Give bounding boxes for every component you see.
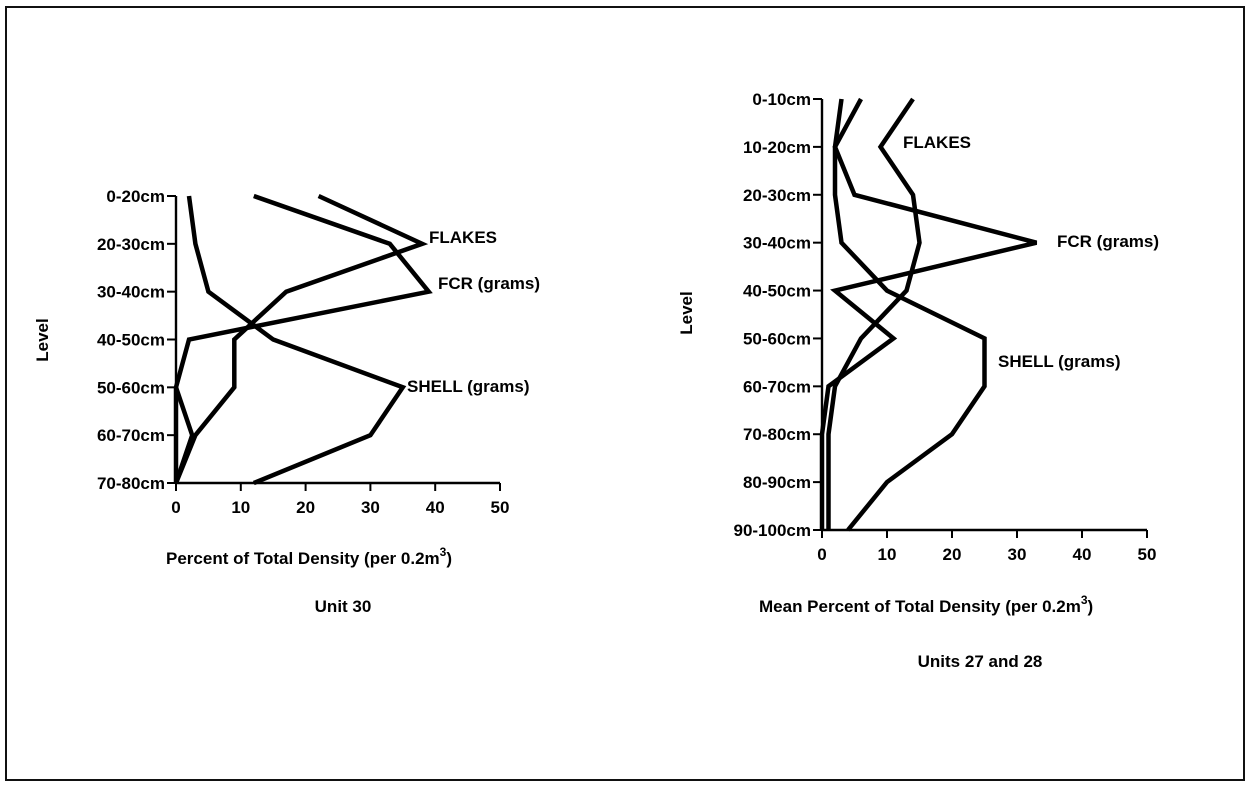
x-axis-label-end: ) xyxy=(1088,597,1094,616)
series-label-flakes: FLAKES xyxy=(903,133,971,152)
x-axis-label-superscript: 3 xyxy=(1081,593,1088,607)
y-tick-label: 50-60cm xyxy=(743,329,811,348)
series-lines xyxy=(173,193,433,486)
y-ticks: 0-20cm 20-30cm 30-40cm 40-50cm 50-60cm 60-70c… xyxy=(97,187,176,493)
x-axis-label-main: Mean Percent of Total Density (per 0.2m xyxy=(759,597,1081,616)
series-line-flakes xyxy=(826,97,922,530)
x-axis-label-end: ) xyxy=(446,549,452,568)
y-axis-label: Level xyxy=(677,291,696,334)
series-label-shell: SHELL (grams) xyxy=(998,352,1121,371)
y-tick-label: 20-30cm xyxy=(97,235,165,254)
x-tick-label: 0 xyxy=(171,498,180,517)
series-line-shell-grams xyxy=(832,98,987,532)
y-tick-label: 30-40cm xyxy=(743,234,811,253)
x-axis-label: Percent of Total Density (per 0.2m3) xyxy=(166,545,452,568)
chart-units-27-28: 0-10cm 10-20cm 20-30cm 30-40cm 40-50cm 50-60c… xyxy=(677,90,1159,671)
y-tick-label: 50-60cm xyxy=(97,378,165,397)
x-tick-label: 50 xyxy=(491,498,510,517)
y-tick-label: 20-30cm xyxy=(743,186,811,205)
chart-unit-30: 0-20cm 20-30cm 30-40cm 40-50cm 50-60cm 60-70c… xyxy=(33,187,540,616)
y-tick-label: 40-50cm xyxy=(97,331,165,350)
y-tick-label: 60-70cm xyxy=(97,426,165,445)
x-tick-label: 30 xyxy=(1008,545,1027,564)
y-tick-label: 60-70cm xyxy=(743,377,811,396)
series-label-fcr: FCR (grams) xyxy=(1057,232,1159,251)
series-line-unlabeled xyxy=(173,386,195,484)
x-tick-label: 40 xyxy=(426,498,445,517)
series-label-flakes: FLAKES xyxy=(429,228,497,247)
x-axis-label: Mean Percent of Total Density (per 0.2m3… xyxy=(759,593,1093,616)
y-tick-label: 0-10cm xyxy=(752,90,811,109)
series-line-flakes xyxy=(173,193,429,484)
y-axis-label: Level xyxy=(33,318,52,361)
series-line-fcr-grams xyxy=(173,193,433,483)
y-tick-label: 10-20cm xyxy=(743,138,811,157)
x-ticks: 0 10 20 30 40 50 xyxy=(817,530,1156,564)
x-axis-label-superscript: 3 xyxy=(440,545,447,559)
x-tick-label: 50 xyxy=(1138,545,1157,564)
series-line-shell-grams xyxy=(186,195,407,486)
x-tick-label: 10 xyxy=(878,545,897,564)
x-tick-label: 20 xyxy=(943,545,962,564)
y-tick-label: 70-80cm xyxy=(97,474,165,493)
y-tick-label: 90-100cm xyxy=(733,521,811,540)
y-tick-label: 80-90cm xyxy=(743,473,811,492)
x-tick-label: 40 xyxy=(1073,545,1092,564)
figure-frame xyxy=(5,6,1245,781)
chart-caption: Units 27 and 28 xyxy=(918,652,1043,671)
x-axis-label-main: Percent of Total Density (per 0.2m xyxy=(166,549,440,568)
x-tick-label: 30 xyxy=(361,498,380,517)
y-tick-label: 0-20cm xyxy=(106,187,165,206)
series-label-shell: SHELL (grams) xyxy=(407,377,530,396)
series-line-fcr-grams xyxy=(819,97,1038,530)
x-ticks: 0 10 20 30 40 50 xyxy=(171,483,509,517)
chart-caption: Unit 30 xyxy=(315,597,372,616)
x-tick-label: 0 xyxy=(817,545,826,564)
y-tick-label: 40-50cm xyxy=(743,282,811,301)
y-tick-label: 30-40cm xyxy=(97,283,165,302)
y-tick-label: 70-80cm xyxy=(743,425,811,444)
y-ticks: 0-10cm 10-20cm 20-30cm 30-40cm 40-50cm 50-60c… xyxy=(733,90,822,540)
series-lines xyxy=(819,97,1038,532)
x-tick-label: 10 xyxy=(231,498,250,517)
x-tick-label: 20 xyxy=(296,498,315,517)
series-label-fcr: FCR (grams) xyxy=(438,274,540,293)
